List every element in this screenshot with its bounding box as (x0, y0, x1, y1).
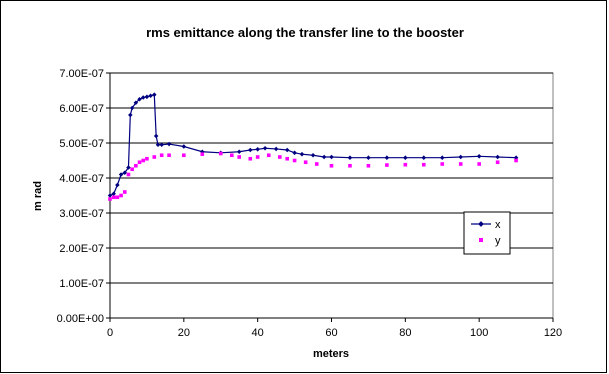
data-point (230, 153, 234, 158)
data-point (133, 100, 139, 106)
y-tick-label: 3.00E-07 (59, 208, 104, 220)
data-point (314, 162, 319, 166)
legend-y-marker (479, 238, 483, 242)
data-point (285, 156, 289, 161)
data-point (476, 154, 482, 159)
series-layer (107, 92, 519, 201)
x-axis-ticks: 0 20 40 60 80 100 120 (107, 318, 562, 339)
data-point (421, 162, 426, 167)
data-point (119, 193, 123, 198)
series-x (107, 92, 519, 198)
data-point (440, 162, 445, 166)
data-point (134, 163, 138, 168)
x-axis-label: meters (313, 348, 349, 360)
data-point (218, 151, 223, 156)
data-point (141, 158, 146, 163)
data-point (255, 147, 260, 152)
data-point (255, 155, 260, 159)
data-point (439, 155, 445, 160)
data-point (514, 158, 518, 163)
data-point (111, 195, 116, 200)
x-tick-label: 100 (470, 327, 488, 339)
legend: x y (463, 211, 511, 255)
series-y (108, 151, 518, 201)
data-point (366, 155, 371, 160)
data-point (329, 163, 334, 168)
data-point (403, 155, 408, 160)
data-point (182, 153, 186, 158)
y-tick-label: 4.00E-07 (59, 173, 104, 185)
y-axis-label: m rad (32, 181, 44, 211)
data-point (107, 193, 113, 198)
data-point (145, 156, 149, 161)
x-tick-label: 40 (252, 327, 264, 339)
data-point (299, 151, 305, 157)
data-point (477, 162, 481, 166)
data-point (384, 155, 390, 160)
data-point (137, 160, 142, 165)
y-tick-label: 7.00E-07 (59, 68, 104, 80)
data-point (385, 163, 389, 167)
data-point (266, 153, 271, 158)
x-tick-label: 20 (178, 327, 190, 339)
legend-box (463, 211, 511, 255)
x-tick-label: 0 (107, 327, 113, 339)
legend-y-label: y (495, 235, 501, 247)
x-tick-label: 120 (544, 327, 562, 339)
data-point (152, 155, 157, 159)
data-point (111, 191, 116, 197)
y-axis-ticks: 0.00E+00 1.00E-07 2.00E-07 3.00E-07 4.00E-07… (57, 68, 110, 325)
data-point (421, 155, 427, 160)
data-point (310, 152, 316, 158)
data-point (115, 182, 120, 188)
data-point (129, 105, 135, 111)
y-tick-label: 6.00E-07 (59, 103, 104, 115)
data-point (108, 197, 112, 201)
data-point (126, 165, 131, 170)
data-point (292, 158, 297, 163)
data-point (403, 162, 408, 167)
data-point (167, 153, 171, 158)
data-point (118, 172, 124, 177)
data-point (366, 163, 371, 168)
data-point (347, 155, 353, 160)
data-point (122, 170, 128, 176)
data-point (126, 172, 131, 177)
data-point (130, 167, 134, 172)
y-tick-label: 0.00E+00 (57, 313, 104, 325)
data-point (115, 195, 120, 200)
data-point (248, 156, 253, 161)
data-point (273, 146, 279, 152)
data-point (303, 160, 308, 165)
data-point (495, 160, 500, 165)
data-point (278, 155, 282, 159)
y-tick-label: 5.00E-07 (59, 138, 104, 150)
y-tick-label: 2.00E-07 (59, 243, 104, 255)
data-point (122, 190, 127, 194)
y-tick-label: 1.00E-07 (59, 278, 104, 290)
data-point (262, 145, 268, 151)
data-point (348, 163, 352, 168)
data-point (458, 162, 463, 166)
plot-area (109, 72, 554, 319)
data-point (237, 155, 242, 159)
legend-x-label: x (495, 219, 501, 231)
chart-title: rms emittance along the transfer line to… (146, 25, 464, 40)
x-tick-label: 80 (399, 327, 411, 339)
data-point (200, 152, 205, 156)
legend-x-marker (478, 221, 484, 227)
x-tick-label: 60 (325, 327, 337, 339)
data-point (159, 153, 164, 158)
